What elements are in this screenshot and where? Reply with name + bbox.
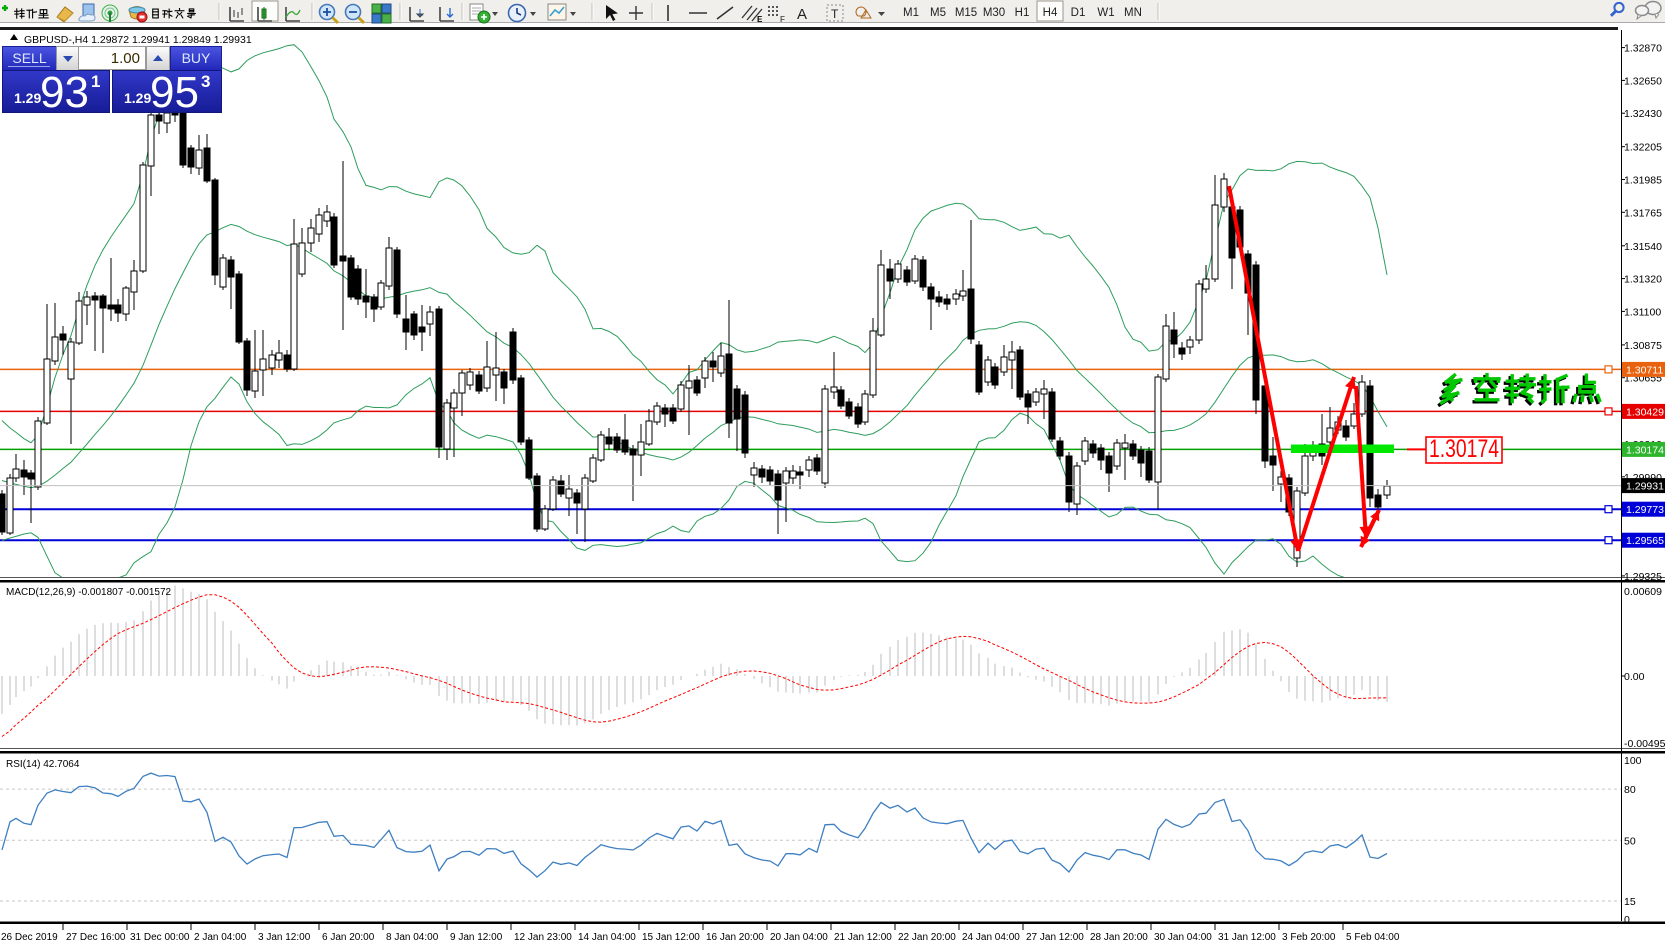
svg-text:1.32430: 1.32430 (1624, 108, 1662, 120)
svg-text:1.29773: 1.29773 (1626, 504, 1664, 516)
svg-text:MACD(12,26,9) -0.001807 -0.001: MACD(12,26,9) -0.001807 -0.001572 (6, 587, 172, 598)
svg-text:9 Jan 12:00: 9 Jan 12:00 (450, 932, 503, 943)
svg-text:1.30429: 1.30429 (1626, 406, 1664, 418)
svg-text:0.00: 0.00 (1624, 671, 1645, 683)
svg-text:D1: D1 (1071, 7, 1086, 19)
svg-text:1.29565: 1.29565 (1626, 535, 1664, 547)
svg-text:22 Jan 20:00: 22 Jan 20:00 (898, 932, 956, 943)
svg-text:MN: MN (1124, 7, 1142, 19)
svg-text:GBPUSD-,H4 1.29872 1.29941 1.: GBPUSD-,H4 1.29872 1.29941 1.29849 1.299… (24, 34, 252, 46)
svg-text:28 Jan 20:00: 28 Jan 20:00 (1090, 932, 1148, 943)
svg-text:1.32870: 1.32870 (1624, 43, 1662, 55)
svg-text:2 Jan 04:00: 2 Jan 04:00 (194, 932, 247, 943)
svg-text:1.32650: 1.32650 (1624, 75, 1662, 87)
svg-text:6 Jan 20:00: 6 Jan 20:00 (322, 932, 375, 943)
svg-text:W1: W1 (1097, 7, 1114, 19)
svg-text:80: 80 (1624, 784, 1636, 796)
svg-text:50: 50 (1624, 835, 1636, 847)
svg-text:1.31765: 1.31765 (1624, 207, 1662, 219)
svg-text:-0.004954: -0.004954 (1624, 738, 1665, 750)
svg-text:1.29325: 1.29325 (1624, 571, 1662, 583)
svg-text:16 Jan 20:00: 16 Jan 20:00 (706, 932, 764, 943)
svg-text:12 Jan 23:00: 12 Jan 23:00 (514, 932, 572, 943)
svg-text:0.00609: 0.00609 (1624, 586, 1662, 598)
svg-text:31 Jan 12:00: 31 Jan 12:00 (1218, 932, 1276, 943)
svg-text:15: 15 (1624, 896, 1636, 908)
svg-text:1.32205: 1.32205 (1624, 142, 1662, 154)
svg-text:1.31100: 1.31100 (1624, 306, 1661, 318)
svg-text:1.31320: 1.31320 (1624, 274, 1662, 286)
svg-text:1.30711: 1.30711 (1626, 364, 1663, 376)
svg-text:5 Feb 04:00: 5 Feb 04:00 (1346, 932, 1400, 943)
svg-text:H1: H1 (1015, 7, 1030, 19)
svg-text:26 Dec 2019: 26 Dec 2019 (1, 932, 58, 943)
svg-text:15 Jan 12:00: 15 Jan 12:00 (642, 932, 700, 943)
svg-text:E: E (757, 15, 763, 24)
svg-text:3 Jan 12:00: 3 Jan 12:00 (258, 932, 311, 943)
svg-text:M30: M30 (983, 7, 1005, 19)
svg-text:100: 100 (1624, 755, 1642, 767)
svg-text:14 Jan 04:00: 14 Jan 04:00 (578, 932, 636, 943)
svg-text:0: 0 (1624, 914, 1630, 926)
svg-text:A: A (797, 6, 807, 23)
svg-text:1.29931: 1.29931 (1626, 481, 1664, 493)
svg-text:3 Feb 20:00: 3 Feb 20:00 (1282, 932, 1336, 943)
svg-text:M5: M5 (930, 7, 946, 19)
svg-text:H4: H4 (1043, 7, 1058, 19)
svg-text:31 Dec 00:00: 31 Dec 00:00 (130, 932, 190, 943)
svg-text:8 Jan 04:00: 8 Jan 04:00 (386, 932, 439, 943)
svg-text:1.31540: 1.31540 (1624, 241, 1662, 253)
svg-text:T: T (831, 7, 839, 21)
svg-text:1.30174: 1.30174 (1429, 435, 1499, 463)
svg-text:20 Jan 04:00: 20 Jan 04:00 (770, 932, 828, 943)
svg-text:RSI(14) 42.7064: RSI(14) 42.7064 (6, 759, 80, 770)
svg-text:24 Jan 04:00: 24 Jan 04:00 (962, 932, 1020, 943)
svg-text:1.30875: 1.30875 (1624, 340, 1662, 352)
svg-text:27 Jan 12:00: 27 Jan 12:00 (1026, 932, 1084, 943)
svg-text:27 Dec 16:00: 27 Dec 16:00 (66, 932, 126, 943)
svg-text:F: F (780, 15, 785, 24)
svg-text:1.31985: 1.31985 (1624, 175, 1662, 187)
svg-text:1.30174: 1.30174 (1626, 444, 1664, 456)
svg-text:M1: M1 (903, 7, 919, 19)
svg-text:30 Jan 04:00: 30 Jan 04:00 (1154, 932, 1212, 943)
svg-text:M15: M15 (955, 7, 977, 19)
svg-text:21 Jan 12:00: 21 Jan 12:00 (834, 932, 892, 943)
